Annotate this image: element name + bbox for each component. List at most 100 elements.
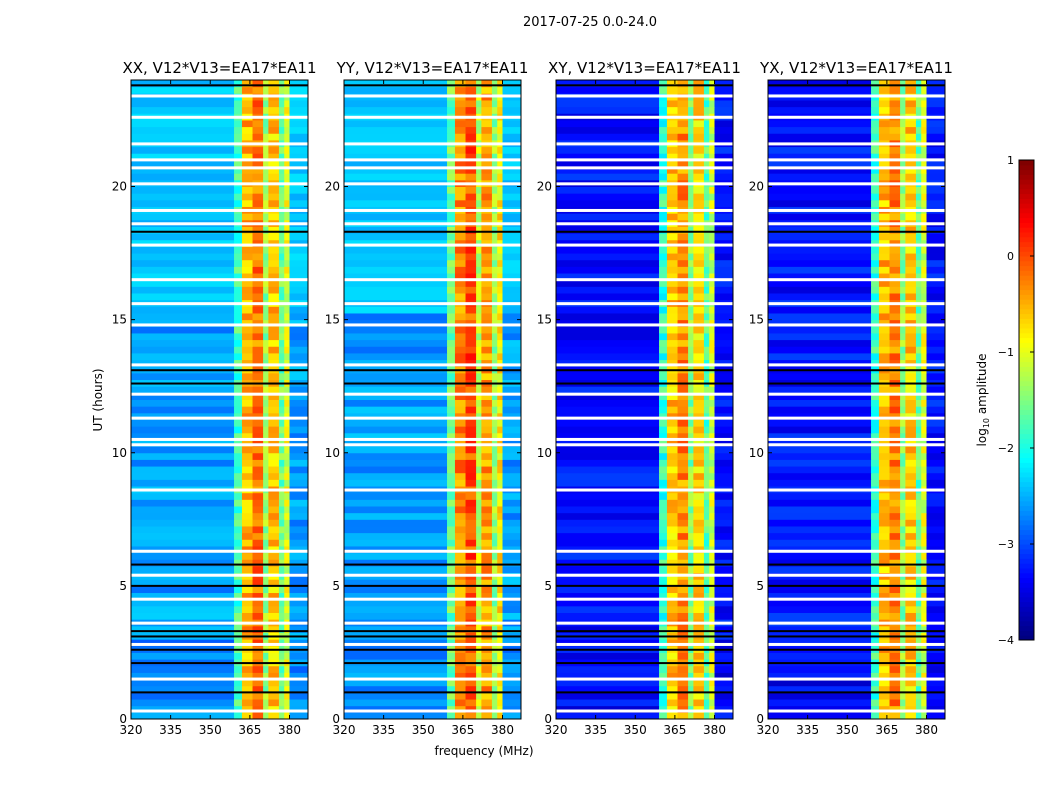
- heatmap-cell: [889, 699, 901, 707]
- colorbar-segment: [1019, 371, 1034, 377]
- heatmap-cell: [878, 146, 891, 154]
- heatmap-cell: [344, 539, 448, 547]
- heatmap-cell: [131, 99, 235, 108]
- heatmap-cell: [278, 153, 285, 161]
- heatmap-cell: [344, 106, 448, 114]
- heatmap-cell: [502, 579, 522, 587]
- heatmap-cell: [709, 392, 716, 400]
- heatmap-cell: [900, 319, 906, 327]
- heatmap-cell: [131, 519, 235, 527]
- heatmap-cell: [693, 246, 705, 254]
- heatmap-cell: [502, 665, 522, 673]
- colorbar-segment: [1019, 520, 1034, 526]
- heatmap-cell: [871, 639, 880, 647]
- heatmap-cell: [278, 412, 285, 420]
- heatmap-cell: [677, 419, 689, 427]
- heatmap-cell: [889, 605, 901, 613]
- heatmap-cell: [284, 119, 291, 128]
- heatmap-cell: [921, 479, 928, 487]
- heatmap-cell: [677, 559, 689, 567]
- heatmap-cell: [915, 339, 922, 347]
- heatmap-cell: [709, 306, 716, 314]
- heatmap-cell: [688, 605, 694, 613]
- flagged-row: [344, 142, 521, 146]
- heatmap-cell: [284, 599, 291, 607]
- heatmap-cell: [344, 479, 448, 487]
- colorbar-segment: [1019, 635, 1034, 641]
- heatmap-cell: [688, 559, 694, 567]
- heatmap-cell: [915, 565, 922, 574]
- heatmap-cell: [556, 186, 660, 194]
- heatmap-cell: [497, 652, 504, 660]
- heatmap-cell: [659, 193, 668, 201]
- heatmap-cell: [666, 605, 679, 613]
- heatmap-cell: [131, 452, 235, 460]
- flagged-row: [768, 630, 945, 633]
- heatmap-cell: [714, 432, 734, 440]
- x-tick-label: 335: [159, 723, 182, 737]
- heatmap-cell: [234, 106, 243, 114]
- heatmap-cell: [241, 552, 254, 560]
- heatmap-cell: [454, 186, 467, 194]
- heatmap-cell: [465, 306, 477, 314]
- heatmap-cell: [278, 665, 285, 673]
- heatmap-cell: [476, 426, 482, 434]
- heatmap-cell: [344, 326, 448, 334]
- heatmap-cell: [502, 266, 522, 274]
- heatmap-cell: [677, 306, 689, 314]
- heatmap-cell: [677, 199, 689, 207]
- heatmap-cell: [905, 86, 917, 94]
- heatmap-cell: [921, 439, 928, 447]
- heatmap-cell: [709, 652, 716, 660]
- flagged-row: [768, 243, 945, 247]
- heatmap-cell: [768, 386, 872, 394]
- heatmap-cell: [241, 712, 254, 720]
- heatmap-cell: [454, 246, 467, 254]
- heatmap-cell: [889, 226, 901, 234]
- heatmap-cell: [278, 559, 285, 567]
- flagged-row: [556, 488, 733, 492]
- heatmap-cell: [693, 173, 705, 181]
- heatmap-cell: [693, 339, 705, 347]
- heatmap-cell: [768, 153, 872, 161]
- flagged-row: [131, 549, 308, 553]
- heatmap-cell: [768, 119, 872, 128]
- heatmap-cell: [284, 286, 291, 294]
- heatmap-cell: [889, 592, 901, 600]
- heatmap-cell: [465, 672, 477, 680]
- heatmap-cell: [268, 446, 280, 454]
- heatmap-cell: [556, 625, 660, 633]
- heatmap-cell: [497, 426, 504, 434]
- heatmap-cell: [284, 199, 291, 207]
- heatmap-cell: [677, 286, 689, 294]
- heatmap-cell: [447, 419, 456, 427]
- heatmap-cell: [268, 652, 280, 660]
- heatmap-cell: [465, 699, 477, 707]
- heatmap-cell: [131, 386, 235, 394]
- heatmap-cell: [497, 579, 504, 587]
- heatmap-cell: [688, 512, 694, 520]
- heatmap-cell: [284, 146, 291, 154]
- heatmap-cell: [447, 552, 456, 560]
- heatmap-cell: [491, 312, 498, 321]
- heatmap-cell: [241, 452, 254, 460]
- heatmap-cell: [491, 605, 498, 613]
- heatmap-cell: [481, 665, 493, 673]
- heatmap-cell: [688, 519, 694, 527]
- heatmap-cell: [284, 399, 291, 407]
- heatmap-cell: [502, 672, 522, 680]
- heatmap-cell: [871, 186, 880, 194]
- heatmap-cell: [241, 592, 254, 600]
- heatmap-cell: [234, 432, 243, 440]
- heatmap-cell: [556, 259, 660, 267]
- heatmap-cell: [344, 286, 448, 294]
- heatmap-cell: [344, 692, 448, 700]
- colorbar-segment: [1019, 227, 1034, 233]
- heatmap-cell: [263, 532, 269, 540]
- heatmap-cell: [234, 279, 243, 287]
- heatmap-cell: [263, 246, 269, 254]
- heatmap-cell: [289, 213, 309, 221]
- heatmap-cell: [693, 599, 705, 607]
- heatmap-cell: [768, 552, 872, 560]
- heatmap-cell: [556, 432, 660, 440]
